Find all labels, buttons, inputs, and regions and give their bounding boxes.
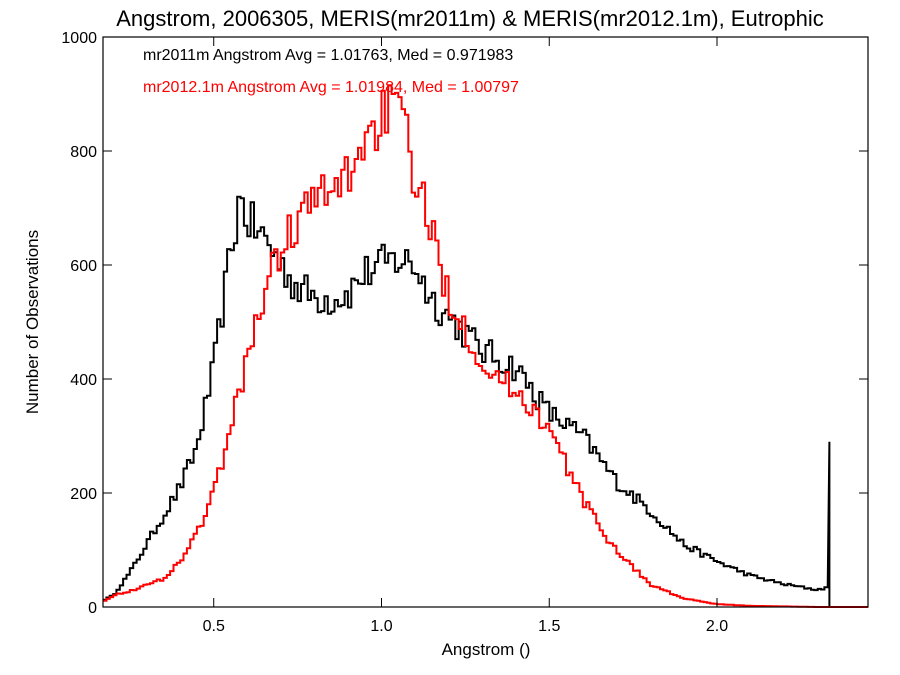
- chart-title: Angstrom, 2006305, MERIS(mr2011m) & MERI…: [116, 6, 824, 31]
- y-axis-label: Number of Observations: [23, 230, 42, 414]
- series-mr2011m-histogram: [103, 195, 831, 607]
- y-tick-label: 600: [70, 258, 97, 275]
- y-tick-label: 200: [70, 486, 97, 503]
- x-axis-label: Angstrom (): [442, 640, 531, 659]
- legend-annotation-black: mr2011m Angstrom Avg = 1.01763, Med = 0.…: [143, 47, 513, 64]
- y-tick-label: 1000: [61, 30, 97, 47]
- plot-series: [103, 84, 868, 608]
- y-tick-label: 800: [70, 144, 97, 161]
- axis-ticks: 0.5 1.0 1.5 2.0 0 200 400 600 800 1000: [61, 30, 868, 635]
- x-tick-label: 2.0: [706, 618, 728, 635]
- x-tick-label: 1.5: [538, 618, 560, 635]
- x-tick-label: 0.5: [203, 618, 225, 635]
- series-mr2012-1m-histogram: [103, 84, 868, 608]
- legend-annotation-red: mr2012.1m Angstrom Avg = 1.01984, Med = …: [143, 79, 519, 96]
- plot-frame: [102, 36, 869, 608]
- y-tick-label: 0: [88, 600, 97, 617]
- y-tick-label: 400: [70, 372, 97, 389]
- x-tick-label: 1.0: [370, 618, 392, 635]
